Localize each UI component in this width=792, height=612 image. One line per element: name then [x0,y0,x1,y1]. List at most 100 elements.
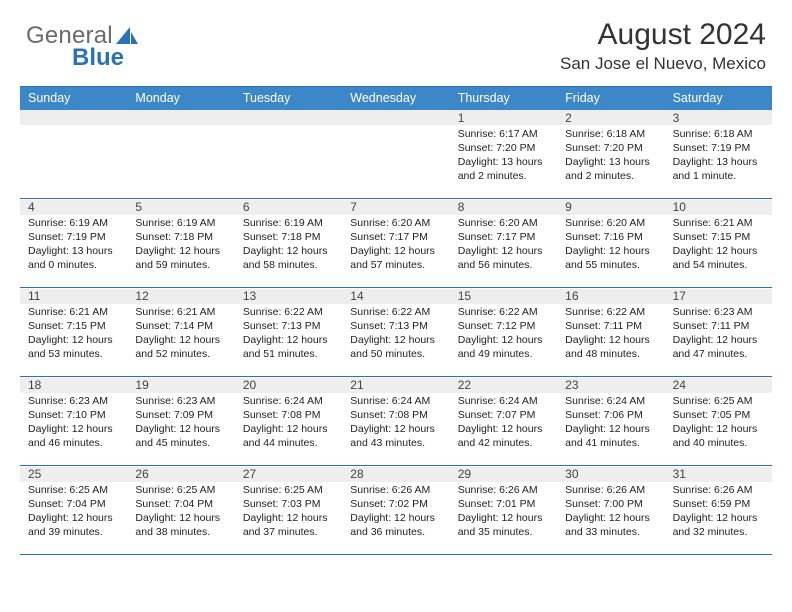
sunset-text: Sunset: 6:59 PM [673,498,768,512]
sunset-text: Sunset: 7:03 PM [243,498,338,512]
daylight-text: Daylight: 12 hours and 36 minutes. [350,512,445,540]
sunset-text: Sunset: 7:02 PM [350,498,445,512]
sunset-text: Sunset: 7:20 PM [565,142,660,156]
day-number: 22 [450,378,557,393]
calendar-day: 5Sunrise: 6:19 AMSunset: 7:18 PMDaylight… [127,199,234,287]
calendar-day: 8Sunrise: 6:20 AMSunset: 7:17 PMDaylight… [450,199,557,287]
calendar-day: 25 Sunrise: 6:25 AMSunset: 7:04 PMDayligh… [20,466,127,554]
sunrise-text: Sunrise: 6:25 AM [243,484,338,498]
sunset-text: Sunset: 7:13 PM [350,320,445,334]
sunset-text: Sunset: 7:18 PM [135,231,230,245]
day-number: 28 [342,467,449,482]
daylight-text: Daylight: 12 hours and 54 minutes. [673,245,768,273]
sunrise-text: Sunrise: 6:20 AM [565,217,660,231]
daylight-text: Daylight: 12 hours and 37 minutes. [243,512,338,540]
daylight-text: Daylight: 12 hours and 48 minutes. [565,334,660,362]
sunrise-text: Sunrise: 6:22 AM [565,306,660,320]
calendar-day: 7Sunrise: 6:20 AMSunset: 7:17 PMDaylight… [342,199,449,287]
daylight-text: Daylight: 13 hours and 2 minutes. [458,156,553,184]
sunrise-text: Sunrise: 6:23 AM [135,395,230,409]
day-number: 23 [557,378,664,393]
daylight-text: Daylight: 12 hours and 35 minutes. [458,512,553,540]
calendar-day: 6Sunrise: 6:19 AMSunset: 7:18 PMDaylight… [235,199,342,287]
day-number: 27 [235,467,342,482]
daylight-text: Daylight: 12 hours and 32 minutes. [673,512,768,540]
title-block: August 2024 San Jose el Nuevo, Mexico [560,18,766,74]
day-number: 11 [20,289,127,304]
sunset-text: Sunset: 7:08 PM [243,409,338,423]
sunset-text: Sunset: 7:17 PM [350,231,445,245]
day-number: 14 [342,289,449,304]
sunset-text: Sunset: 7:04 PM [28,498,123,512]
weekday-saturday: Saturday [665,87,772,110]
day-number: 15 [450,289,557,304]
day-number: 1 [450,111,557,126]
day-number: 9 [557,200,664,215]
sunrise-text: Sunrise: 6:24 AM [565,395,660,409]
sunrise-text: Sunrise: 6:19 AM [243,217,338,231]
sunrise-text: Sunrise: 6:25 AM [135,484,230,498]
calendar-day: 4Sunrise: 6:19 AMSunset: 7:19 PMDaylight… [20,199,127,287]
calendar-day: 3Sunrise: 6:18 AMSunset: 7:19 PMDaylight… [665,110,772,198]
weekday-header: Sunday Monday Tuesday Wednesday Thursday… [20,87,772,110]
sunrise-text: Sunrise: 6:19 AM [28,217,123,231]
calendar-day: 31Sunrise: 6:26 AMSunset: 6:59 PMDayligh… [665,466,772,554]
calendar-day: 20Sunrise: 6:24 AMSunset: 7:08 PMDayligh… [235,377,342,465]
day-number: 25 [20,467,127,482]
sunrise-text: Sunrise: 6:24 AM [350,395,445,409]
day-number: 20 [235,378,342,393]
sunset-text: Sunset: 7:17 PM [458,231,553,245]
calendar-day [342,110,449,198]
sunrise-text: Sunrise: 6:22 AM [350,306,445,320]
calendar-day: 11Sunrise: 6:21 AMSunset: 7:15 PMDayligh… [20,288,127,376]
weekday-thursday: Thursday [450,87,557,110]
daylight-text: Daylight: 13 hours and 0 minutes. [28,245,123,273]
calendar-day: 29Sunrise: 6:26 AMSunset: 7:01 PMDayligh… [450,466,557,554]
weekday-wednesday: Wednesday [342,87,449,110]
sunrise-text: Sunrise: 6:22 AM [243,306,338,320]
day-number: 18 [20,378,127,393]
calendar-page: GeneralBlue August 2024 San Jose el Nuev… [0,0,792,565]
daylight-text: Daylight: 12 hours and 59 minutes. [135,245,230,273]
sunrise-text: Sunrise: 6:25 AM [28,484,123,498]
daylight-text: Daylight: 12 hours and 44 minutes. [243,423,338,451]
calendar-day: 21Sunrise: 6:24 AMSunset: 7:08 PMDayligh… [342,377,449,465]
calendar-day: 15Sunrise: 6:22 AMSunset: 7:12 PMDayligh… [450,288,557,376]
sunset-text: Sunset: 7:13 PM [243,320,338,334]
daylight-text: Daylight: 12 hours and 52 minutes. [135,334,230,362]
calendar-week: 1Sunrise: 6:17 AMSunset: 7:20 PMDaylight… [20,110,772,199]
calendar-day: 16Sunrise: 6:22 AMSunset: 7:11 PMDayligh… [557,288,664,376]
calendar-day: 10Sunrise: 6:21 AMSunset: 7:15 PMDayligh… [665,199,772,287]
day-number: 4 [20,200,127,215]
sunrise-text: Sunrise: 6:21 AM [673,217,768,231]
calendar-day: 17Sunrise: 6:23 AMSunset: 7:11 PMDayligh… [665,288,772,376]
day-number: 17 [665,289,772,304]
sunrise-text: Sunrise: 6:23 AM [28,395,123,409]
sunrise-text: Sunrise: 6:26 AM [673,484,768,498]
sunrise-text: Sunrise: 6:19 AM [135,217,230,231]
sunset-text: Sunset: 7:15 PM [28,320,123,334]
weekday-sunday: Sunday [20,87,127,110]
sunrise-text: Sunrise: 6:23 AM [673,306,768,320]
sunset-text: Sunset: 7:05 PM [673,409,768,423]
calendar-day: 26Sunrise: 6:25 AMSunset: 7:04 PMDayligh… [127,466,234,554]
sunset-text: Sunset: 7:00 PM [565,498,660,512]
day-number: 10 [665,200,772,215]
sunset-text: Sunset: 7:06 PM [565,409,660,423]
daylight-text: Daylight: 12 hours and 42 minutes. [458,423,553,451]
day-number: 24 [665,378,772,393]
day-number: 8 [450,200,557,215]
calendar-day: 24Sunrise: 6:25 AMSunset: 7:05 PMDayligh… [665,377,772,465]
daylight-text: Daylight: 12 hours and 40 minutes. [673,423,768,451]
sunrise-text: Sunrise: 6:20 AM [458,217,553,231]
day-number: 21 [342,378,449,393]
daylight-text: Daylight: 12 hours and 46 minutes. [28,423,123,451]
sunset-text: Sunset: 7:20 PM [458,142,553,156]
day-number: 2 [557,111,664,126]
daylight-text: Daylight: 12 hours and 49 minutes. [458,334,553,362]
daylight-text: Daylight: 12 hours and 39 minutes. [28,512,123,540]
sunrise-text: Sunrise: 6:22 AM [458,306,553,320]
location-label: San Jose el Nuevo, Mexico [560,54,766,74]
weekday-monday: Monday [127,87,234,110]
sunset-text: Sunset: 7:10 PM [28,409,123,423]
